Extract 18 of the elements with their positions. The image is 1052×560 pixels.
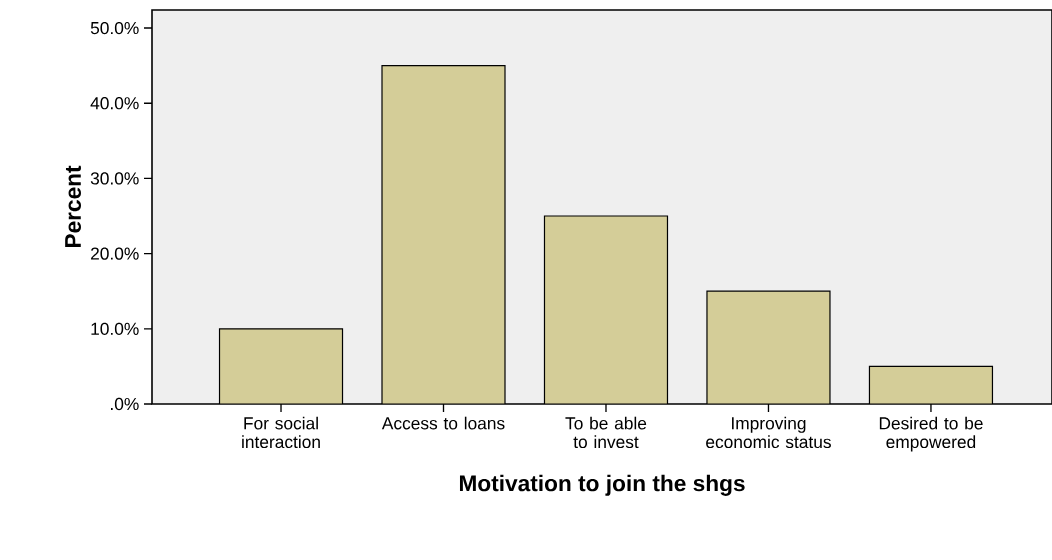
y-tick-label: 50.0% (90, 21, 139, 35)
x-tick-label: Improving economic status (706, 416, 831, 449)
bar (219, 328, 343, 404)
x-tick-label: Access to loans (381, 416, 505, 430)
bar (868, 365, 994, 404)
y-tick-label: 40.0% (90, 97, 139, 110)
y-tick-label: 30.0% (90, 172, 139, 185)
bar (382, 65, 505, 404)
bar (544, 216, 668, 404)
y-tick-label: 20.0% (91, 247, 139, 260)
y-tick-label: 10.0% (91, 322, 139, 335)
x-tick-label: For social interaction (242, 416, 320, 449)
y-tick-label: .0% (111, 397, 139, 411)
x-axis-title: Motivation to join the shgs (459, 474, 745, 496)
bar (706, 291, 830, 404)
x-tick-label: To be able to invest (565, 416, 647, 449)
x-tick-label: Desired to be empowered (879, 416, 983, 452)
y-axis-title: Percent (65, 165, 81, 248)
